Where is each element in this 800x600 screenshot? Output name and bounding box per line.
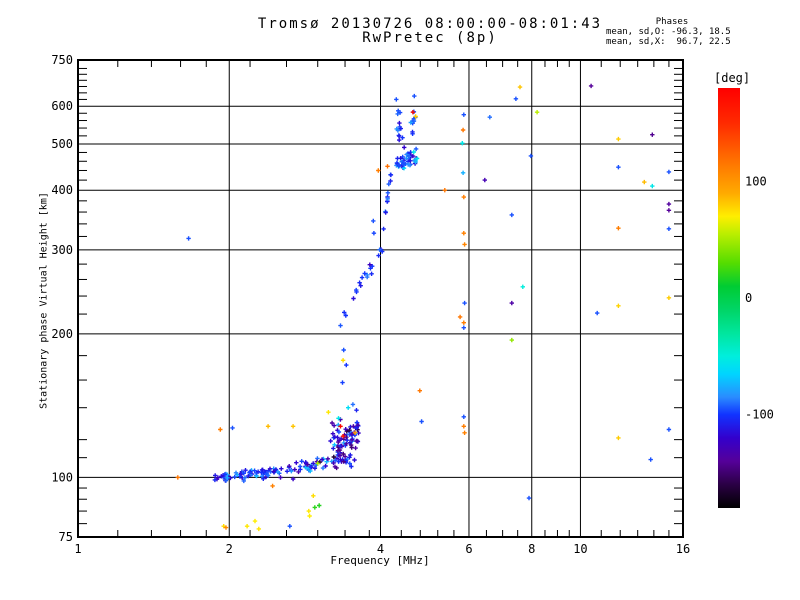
svg-text:4: 4	[377, 542, 384, 556]
phase-stats-o-mode: mean, sd,O: -96.3, 18.5	[606, 27, 731, 37]
plot-title: Tromsø 20130726 08:00:00-08:01:43	[257, 16, 603, 32]
svg-text:1: 1	[74, 542, 81, 556]
phase-stats-x-mode: mean, sd,X: 96.7, 22.5	[606, 37, 731, 47]
phase-stats-heading: Phases	[655, 17, 689, 27]
x-axis-title: Frequency [MHz]	[330, 554, 430, 567]
svg-text:750: 750	[51, 53, 73, 67]
svg-text:0: 0	[745, 291, 752, 305]
svg-text:16: 16	[676, 542, 690, 556]
y-axis-title: Stationary phase Virtual Height [km]	[38, 192, 50, 409]
svg-text:75: 75	[59, 530, 73, 544]
svg-text:6: 6	[465, 542, 472, 556]
svg-text:10: 10	[573, 542, 587, 556]
svg-text:500: 500	[51, 137, 73, 151]
svg-text:2: 2	[226, 542, 233, 556]
svg-text:-100: -100	[745, 408, 774, 422]
svg-text:300: 300	[51, 243, 73, 257]
scatter-points	[175, 83, 672, 532]
svg-text:400: 400	[51, 183, 73, 197]
colorbar-unit-label: [deg]	[714, 71, 751, 85]
svg-text:8: 8	[528, 542, 535, 556]
svg-text:600: 600	[51, 99, 73, 113]
svg-text:100: 100	[51, 470, 73, 484]
svg-text:200: 200	[51, 327, 73, 341]
phase-stats: Phases mean, sd,O: -96.3, 18.5 mean, sd,…	[606, 17, 738, 47]
svg-text:100: 100	[745, 174, 767, 188]
plot-subtitle: RwPretec (8p)	[362, 30, 498, 46]
